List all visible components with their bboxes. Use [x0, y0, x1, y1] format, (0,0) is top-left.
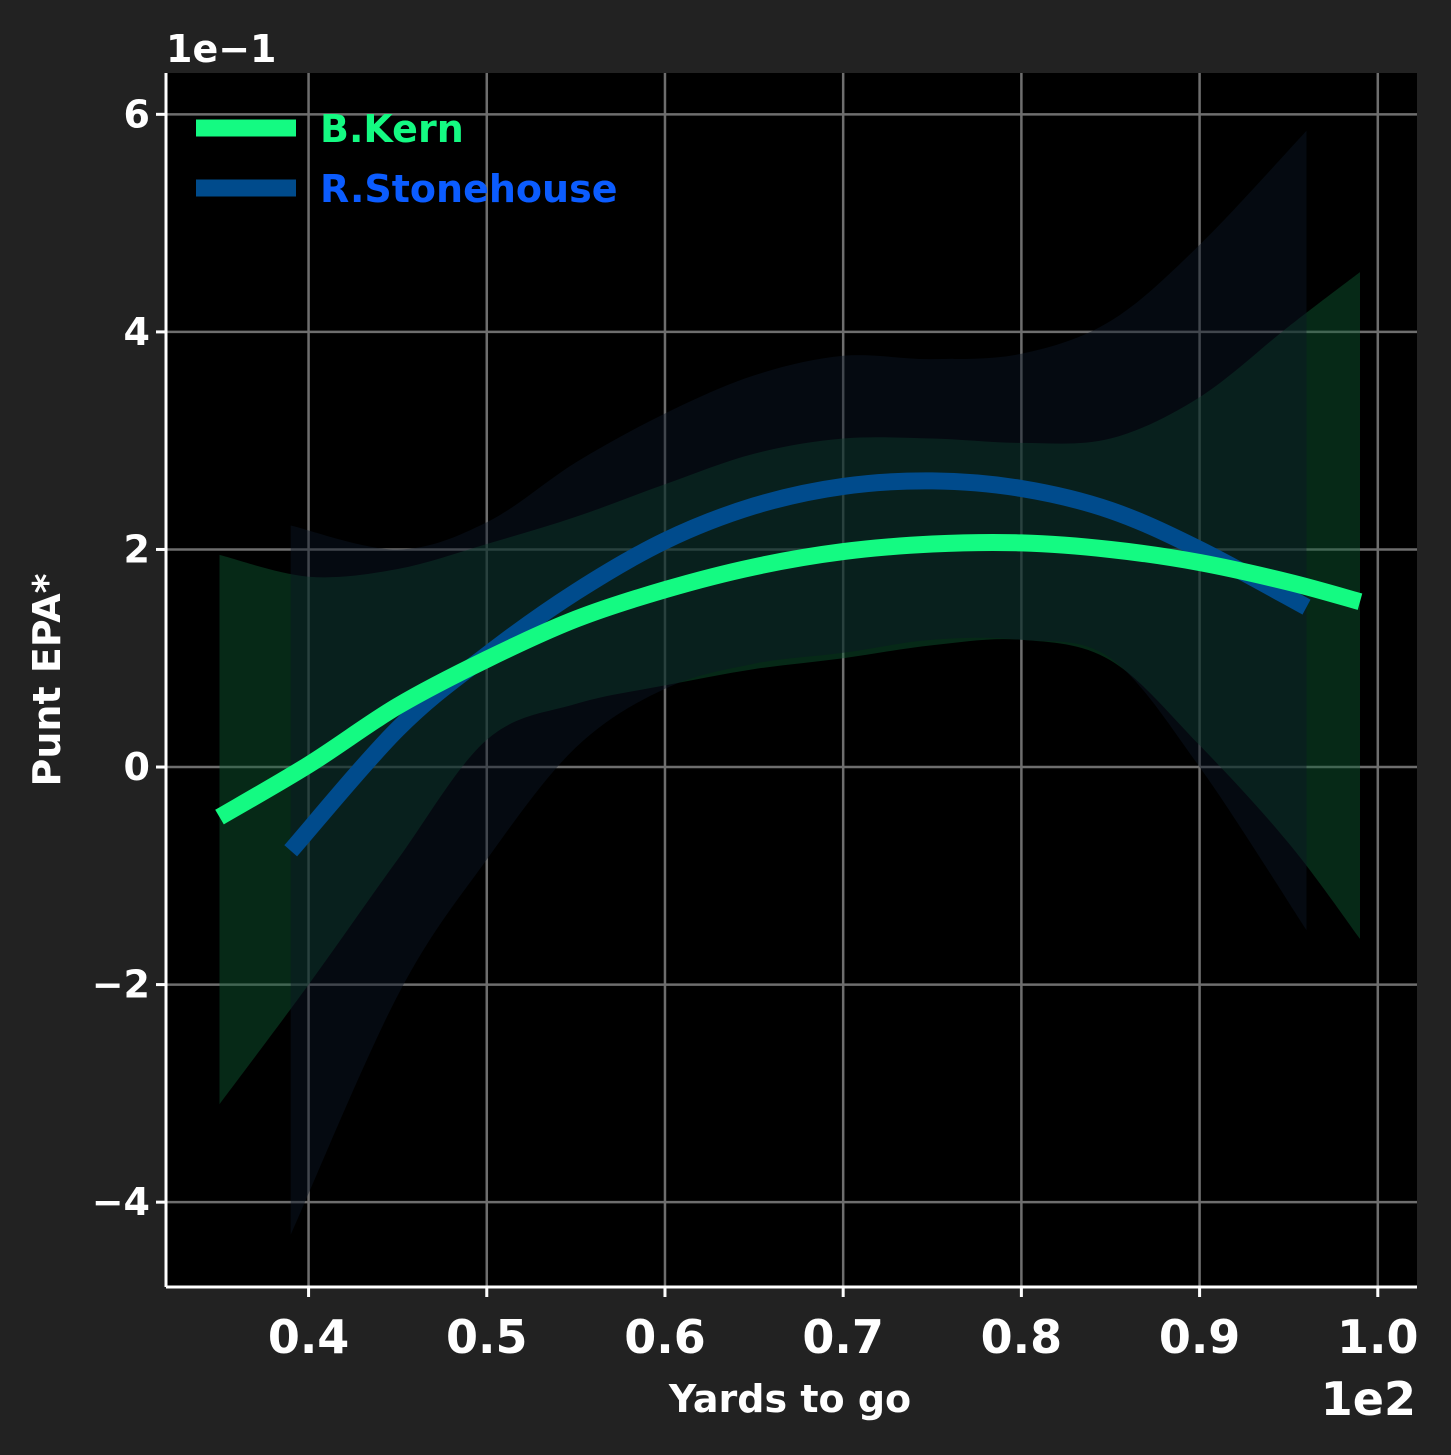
- x-axis-title: Yards to go: [668, 1377, 911, 1421]
- y-tick-label: −2: [92, 963, 150, 1007]
- x-tick-label: 0.6: [624, 1310, 706, 1364]
- plot-area: [166, 73, 1417, 1287]
- series-line-0: [215, 533, 1363, 825]
- y-tick-label: 0: [124, 745, 150, 789]
- confidence-band-0: [219, 272, 1360, 1105]
- x-tick-label: 0.9: [1159, 1310, 1241, 1364]
- x-tick-labels: 0.4 0.5 0.6 0.7 0.8 0.9 1.0: [268, 1310, 1419, 1364]
- x-tick-label: 0.4: [268, 1310, 350, 1364]
- y-tick-label: 6: [124, 92, 150, 136]
- x-tick-label: 0.7: [802, 1310, 884, 1364]
- x-tick-label: 0.5: [446, 1310, 528, 1364]
- legend-label: R.Stonehouse: [320, 167, 617, 211]
- y-tick-label: 2: [124, 527, 150, 571]
- axes: [156, 73, 1417, 1297]
- legend: B.Kern R.Stonehouse: [196, 107, 617, 211]
- y-tick-labels: −4 −2 0 2 4 6: [92, 92, 150, 1224]
- y-axis-offset-label: 1e−1: [166, 27, 277, 71]
- confidence-band-1: [290, 130, 1307, 1235]
- legend-label: B.Kern: [320, 107, 464, 151]
- y-tick-label: 4: [124, 310, 150, 354]
- confidence-bands: [219, 130, 1360, 1235]
- x-tick-label: 1.0: [1337, 1310, 1419, 1364]
- x-axis-offset-label: 1e2: [1321, 1372, 1416, 1426]
- gridlines: [166, 73, 1417, 1287]
- y-tick-label: −4: [92, 1180, 150, 1224]
- series-lines: [215, 472, 1363, 857]
- x-tick-label: 0.8: [981, 1310, 1063, 1364]
- y-axis-title: Punt EPA*: [25, 573, 69, 786]
